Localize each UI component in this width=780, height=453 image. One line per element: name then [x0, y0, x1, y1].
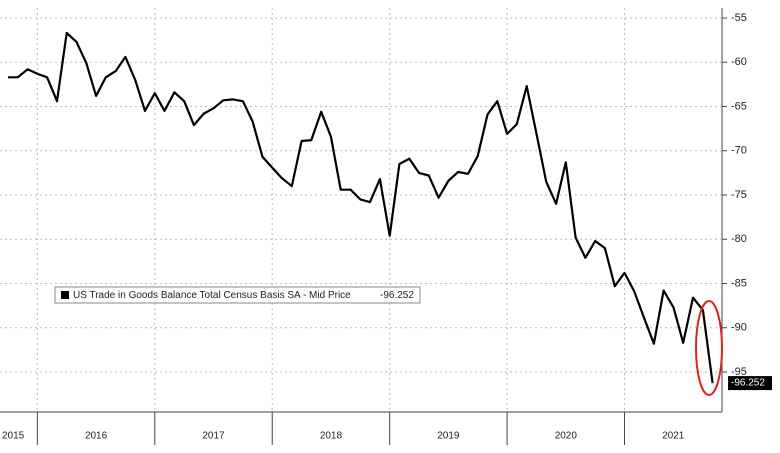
last-value-box — [728, 376, 772, 391]
legend-label: US Trade in Goods Balance Total Census B… — [73, 290, 351, 301]
x-tick-label: 2017 — [202, 431, 225, 442]
legend-value: -96.252 — [380, 290, 414, 301]
legend-box — [54, 286, 421, 304]
y-tick-label: -80 — [731, 233, 747, 245]
last-value-label: -96.252 — [731, 378, 765, 389]
y-tick-label: -90 — [731, 322, 747, 334]
legend: US Trade in Goods Balance Total Census B… — [54, 286, 421, 304]
line-series — [8, 31, 714, 384]
x-tick-label: 2021 — [662, 431, 685, 442]
y-tick-label: -85 — [731, 277, 747, 289]
x-tick-label: 2015 — [2, 431, 25, 442]
y-tick-label: -75 — [731, 189, 747, 201]
y-tick-label: -65 — [731, 100, 747, 112]
highlight-ellipse — [695, 300, 723, 396]
y-tick-label: -60 — [731, 56, 747, 68]
x-tick-label: 2019 — [437, 431, 460, 442]
y-tick-label: -55 — [731, 12, 747, 24]
y-tick-label: -70 — [731, 145, 747, 157]
y-tick-label: -95 — [731, 366, 747, 378]
x-tick-label: 2020 — [555, 431, 578, 442]
x-tick-label: 2016 — [85, 431, 108, 442]
x-tick-label: 2018 — [320, 431, 343, 442]
legend-swatch — [61, 291, 69, 299]
